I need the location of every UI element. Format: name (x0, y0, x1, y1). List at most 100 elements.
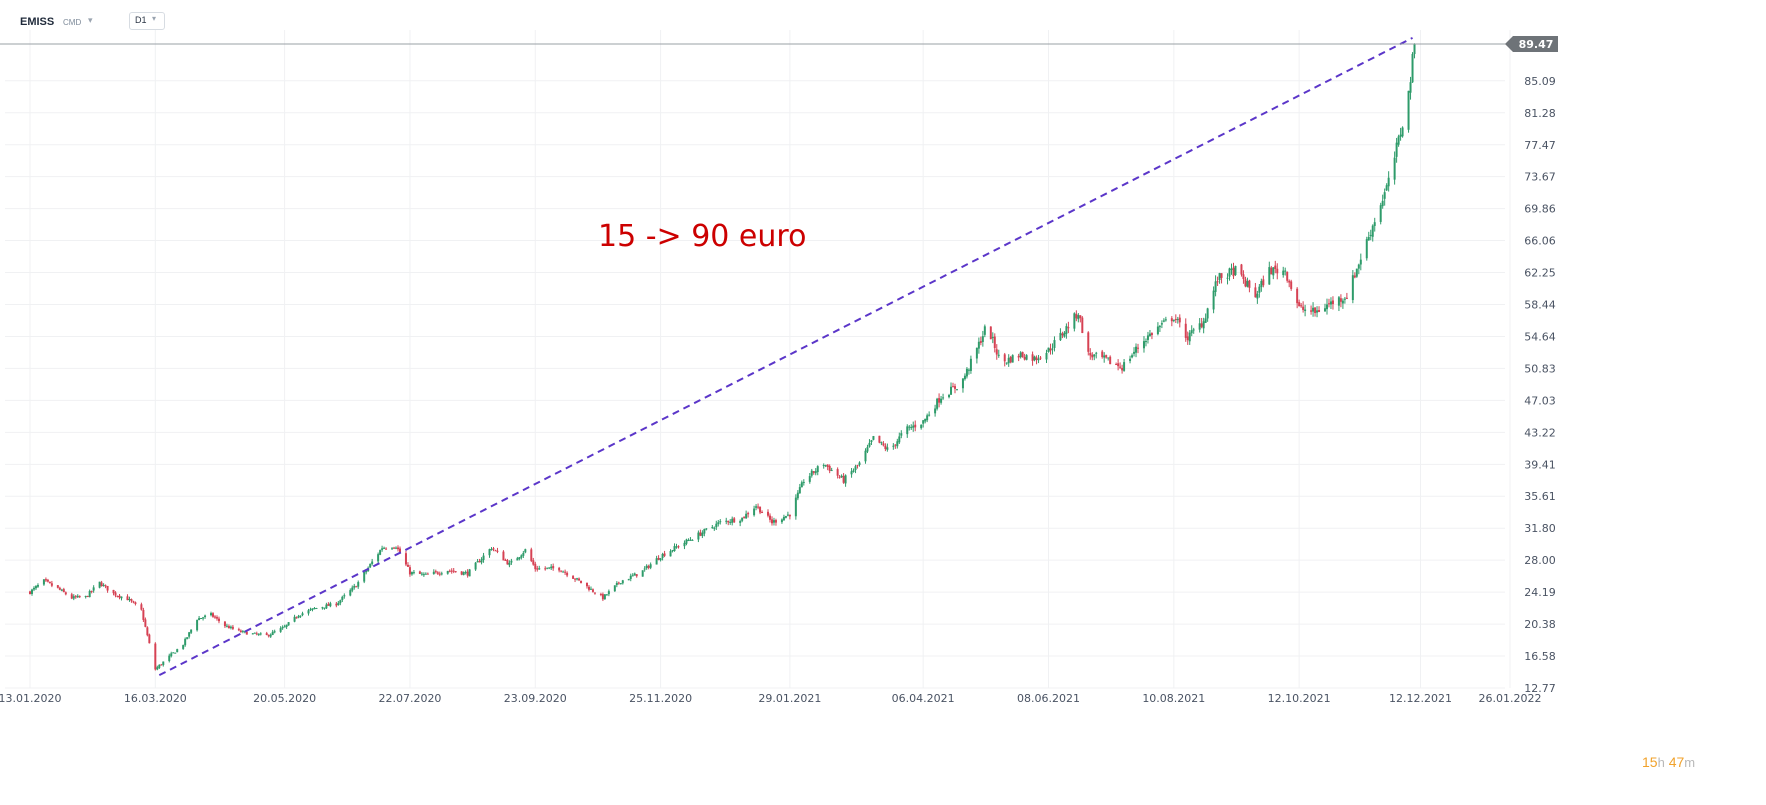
candle-body (217, 618, 220, 622)
chevron-down-icon: ▾ (152, 14, 157, 23)
candle-body (190, 629, 193, 633)
candle-body (60, 589, 63, 591)
candle-body (426, 573, 429, 575)
candle-body (677, 546, 680, 548)
candle-body (659, 558, 662, 561)
candle-body (1260, 280, 1263, 288)
candle-body (1216, 281, 1219, 283)
candle-body (104, 585, 107, 587)
candle-body (1367, 236, 1370, 241)
chevron-down-icon[interactable]: ▾ (88, 15, 93, 25)
candle-body (854, 466, 857, 471)
candle-body (961, 378, 964, 389)
candle-body (926, 415, 929, 421)
candle-body (1019, 352, 1022, 358)
candle-body (1248, 280, 1251, 288)
candle-body (872, 436, 875, 440)
candle-body (629, 575, 632, 579)
candle-body (794, 497, 797, 517)
candle-body (516, 558, 519, 561)
candle-body (1202, 321, 1205, 329)
candle-body (1103, 355, 1106, 358)
candle-body (48, 581, 51, 583)
candle-body (160, 664, 163, 666)
candle-body (826, 464, 829, 467)
candle-body (896, 441, 899, 447)
candle-body (321, 607, 324, 609)
price-axis[interactable]: 85.09 81.28 77.47 73.67 69.86 66.06 62.25 58.44… (1524, 75, 1556, 695)
candle-body (1067, 327, 1070, 329)
candle-body (44, 579, 47, 581)
candle-body (56, 585, 59, 588)
candle-body (1256, 293, 1259, 299)
candle-body (363, 572, 366, 582)
candle-body (1091, 354, 1094, 358)
candle-body (922, 420, 925, 424)
candle-body (967, 369, 970, 371)
candle-body (257, 633, 260, 635)
candle-body (782, 516, 785, 521)
x-tick-label: 12.10.2021 (1268, 692, 1331, 705)
candle-body (661, 554, 664, 558)
candle-body (886, 447, 889, 450)
candle-body (30, 589, 33, 594)
candle-body (1339, 298, 1342, 302)
candle-body (245, 631, 248, 635)
candle-body (1005, 362, 1008, 364)
symbol-label[interactable]: EMISS (20, 16, 55, 28)
x-tick-label: 16.03.2020 (124, 692, 187, 705)
candle-body (882, 443, 885, 446)
candle-body (58, 587, 61, 590)
candle-body (767, 511, 770, 516)
timeframe-select[interactable]: D1 ▾ (129, 12, 165, 30)
candle-body (995, 349, 998, 355)
candle-body (34, 586, 37, 589)
candle-body (1393, 157, 1396, 180)
candle-body (176, 649, 179, 653)
candle-body (928, 414, 931, 416)
candle-body (188, 632, 191, 637)
candle-body (198, 618, 201, 621)
candle-body (520, 555, 523, 558)
candle-body (462, 572, 465, 576)
candle-body (357, 582, 360, 587)
candle-body (118, 595, 121, 598)
candle-body (705, 528, 708, 530)
candle-body (1186, 336, 1189, 341)
candle-body (408, 567, 411, 575)
candle-body (731, 518, 734, 523)
chart-annotation[interactable]: 15 -> 90 euro (598, 219, 806, 254)
candle-body (158, 664, 161, 668)
candle-body (311, 608, 314, 610)
candle-body (466, 571, 469, 576)
trendline[interactable] (158, 36, 1413, 677)
x-tick-label: 29.01.2021 (758, 692, 821, 705)
candle-body (42, 579, 45, 585)
candle-body (864, 450, 867, 462)
candle-body (940, 398, 943, 403)
time-axis[interactable]: 13.01.2020 16.03.2020 20.05.2020 22.07.2020… (0, 692, 1541, 705)
price-tag-text: 89.47 (1519, 38, 1554, 51)
candle-body (504, 559, 507, 561)
y-tick-label: 62.25 (1524, 267, 1556, 280)
candle-body (239, 630, 242, 633)
candle-body (894, 444, 897, 446)
candle-body (993, 336, 996, 349)
candle-body (1129, 358, 1132, 362)
candle-body (912, 425, 915, 428)
candle-body (830, 470, 833, 472)
candle-body (534, 563, 537, 570)
y-tick-label: 47.03 (1524, 394, 1556, 407)
candle-body (420, 573, 423, 575)
candle-body (1409, 82, 1412, 93)
candle-body (950, 386, 953, 395)
candle-body (1135, 346, 1138, 353)
candle-body (808, 476, 811, 482)
candle-body (880, 442, 883, 444)
candle-body (1357, 264, 1360, 269)
candle-body (76, 595, 79, 598)
candle-body (727, 520, 730, 523)
candle-body (214, 616, 216, 618)
candle-body (377, 554, 380, 562)
